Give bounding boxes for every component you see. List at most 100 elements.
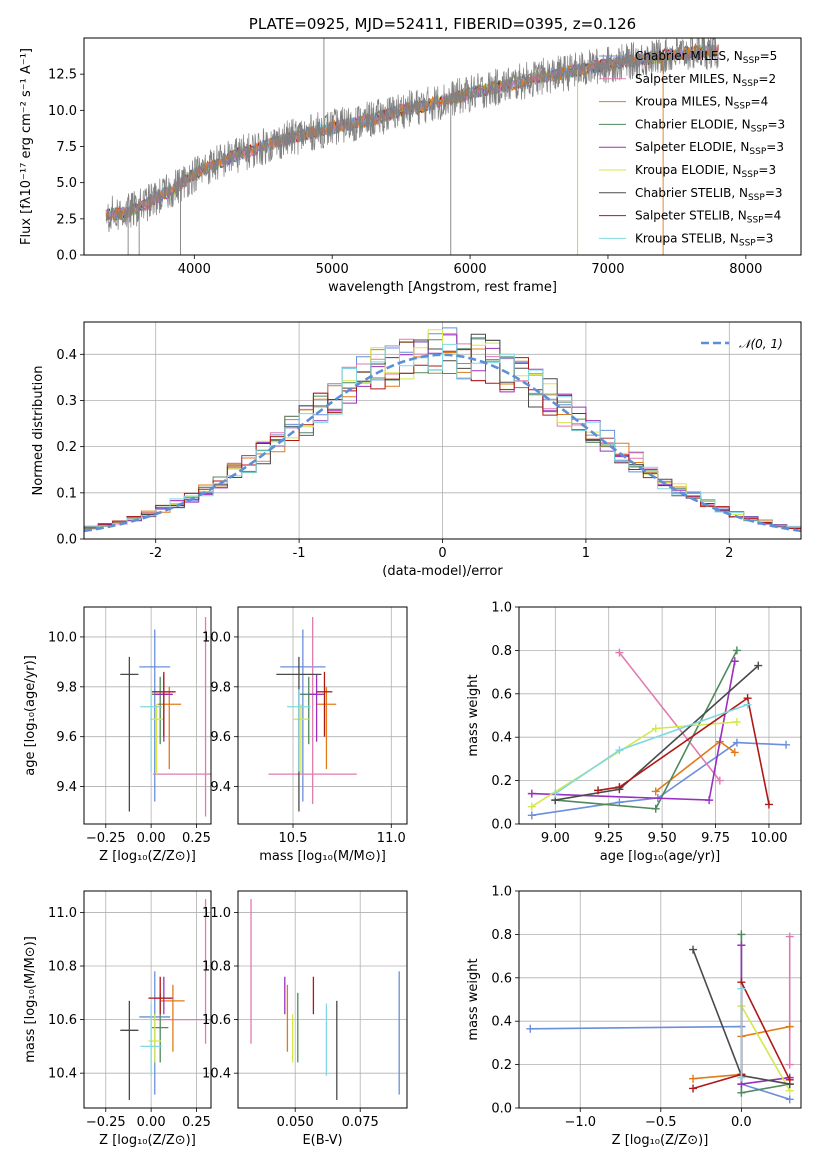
x-tick-label: 7000 [591,262,624,277]
weight-point-marker [689,1074,698,1083]
x-tick-label: −0.5 [645,1115,677,1130]
x-tick-label: 9.00 [541,831,570,846]
weight-line [740,945,790,1086]
x-axis-label: (data-model)/error [382,564,503,579]
y-tick-label: 0.0 [491,1102,512,1117]
x-tick-label: 6000 [454,262,487,277]
weight-point-marker [785,932,794,941]
x-axis-label: age [log₁₀(age/yr)] [600,849,721,864]
y-tick-label: 9.4 [210,780,231,795]
weight-point-marker [689,945,698,954]
x-tick-label: 2 [725,546,733,561]
y-tick-label: 10.4 [48,1067,77,1082]
weight-point-marker [732,738,741,747]
weight-point-marker [527,802,536,811]
y-tick-label: 0.2 [56,440,77,455]
model-line [105,44,719,221]
y-tick-label: 10.6 [202,1013,231,1028]
y-tick-label: 10.0 [48,630,77,645]
x-tick-label: 11.0 [377,831,406,846]
legend-label: Kroupa STELIB, NSSP=3 [635,231,773,248]
plot-area [238,891,407,1108]
panel-residuals: -2 -1 0 1 2 0.0 0.1 0.2 0.3 0.4 (data-model)/error… [31,321,802,579]
chart-title: PLATE=0925, MJD=52411, FIBERID=0395, z=0… [249,15,636,33]
model-line [105,45,719,222]
y-tick-label: 10.6 [48,1013,77,1028]
x-tick-label: 0.00 [137,831,166,846]
legend-label: Chabrier MILES, NSSP=5 [635,49,777,66]
y-tick-label: 9.4 [56,780,77,795]
y-tick-label: 10.4 [202,1067,231,1082]
y-tick-label: 0.0 [491,818,512,833]
y-tick-label: 0.8 [491,928,512,943]
y-tick-label: 0.3 [56,394,77,409]
legend-label: Chabrier ELODIE, NSSP=3 [635,117,785,134]
legend-label: Chabrier STELIB, NSSP=3 [635,186,783,203]
y-tick-label: 0.0 [56,249,77,264]
plot-area [519,891,801,1108]
x-tick-label: -2 [149,546,162,561]
model-line [105,43,719,221]
weight-point-marker [743,700,752,709]
weight-line [555,650,738,810]
y-tick-label: 5.0 [56,176,77,191]
y-axis-label: Normed distribution [31,366,46,496]
panel-spectrum: 4000 5000 6000 7000 8000 0.0 2.5 5.0 7.5 10.0 12.5… [19,15,802,295]
y-tick-label: 0.6 [491,971,512,986]
weight-point-marker [732,718,741,727]
weight-point-marker [785,1022,794,1031]
x-axis-label: E(B-V) [302,1133,342,1148]
weight-point-marker [615,648,624,657]
weight-point-marker [730,748,739,757]
x-tick-label: 8000 [729,262,762,277]
y-tick-label: 0.6 [491,687,512,702]
axes-frame [83,890,212,1109]
x-tick-label: 10.5 [279,831,308,846]
plot-area [84,607,211,824]
x-tick-label: 0.075 [342,1115,379,1130]
x-tick-label: 0.00 [137,1115,166,1130]
legend-label: Salpeter MILES, NSSP=2 [635,72,776,89]
weight-point-marker [785,1095,794,1104]
weight-point-marker [737,984,746,993]
axes-frame [237,890,408,1109]
weight-line [740,934,790,1094]
panel-age-vs-Z: −0.25 0.00 0.25 9.4 9.6 9.8 10.0 Z [log₁₀(Z/Z⊙)… [23,606,212,864]
model-line [105,43,719,220]
weight-point-marker [651,724,660,733]
panel-age-vs-mass: 10.5 11.0 9.4 9.6 9.8 10.0 mass [log₁₀(M/M⊙)] [202,606,408,864]
plot-area [84,891,211,1108]
y-tick-label: 11.0 [202,906,231,921]
plot-area [105,38,719,255]
axes-frame [518,890,802,1109]
observed-spectrum-line [105,38,719,233]
x-tick-label: 0 [438,546,446,561]
weight-point-marker [689,1084,698,1093]
y-axis-label: mass weight [466,958,481,1040]
x-tick-label: -1 [293,546,306,561]
x-tick-label: 0.050 [277,1115,314,1130]
y-axis-label: mass [log₁₀(M/M⊙)] [23,936,38,1063]
x-tick-label: −0.25 [86,831,126,846]
legend-label: Kroupa MILES, NSSP=4 [635,95,768,112]
y-tick-label: 10.0 [202,630,231,645]
x-axis-label: Z [log₁₀(Z/Z⊙)] [612,1133,709,1148]
y-axis-label: age [log₁₀(age/yr)] [23,655,38,776]
x-tick-label: 9.25 [594,831,623,846]
weight-point-marker [526,1024,535,1033]
model-line [105,44,719,222]
weight-point-marker [551,789,560,798]
plot-area [84,322,801,539]
weight-point-marker [705,796,714,805]
y-tick-label: 12.5 [48,68,77,83]
weight-point-marker [737,941,746,950]
y-tick-label: 7.5 [56,140,77,155]
y-tick-label: 9.8 [210,680,231,695]
y-axis-label: mass weight [466,674,481,756]
model-line [105,45,719,221]
x-axis-label: mass [log₁₀(M/M⊙)] [259,849,386,864]
weight-point-marker [737,1073,746,1082]
histogram-series [84,343,801,528]
weight-point-marker [527,789,536,798]
